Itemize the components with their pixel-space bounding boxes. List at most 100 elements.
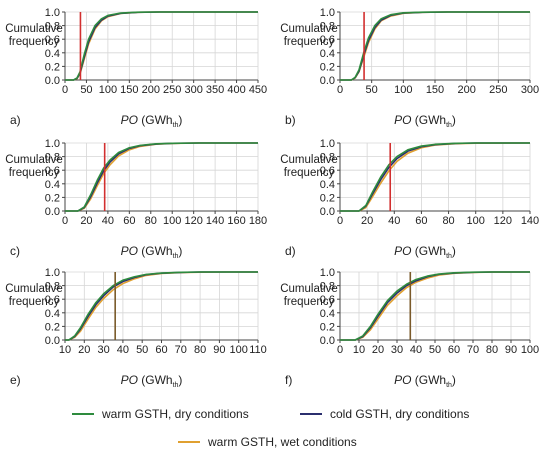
x-tick-label: 250 bbox=[489, 84, 507, 96]
x-tick-label: 60 bbox=[123, 215, 135, 227]
y-tick-label: 0.0 bbox=[320, 206, 335, 218]
y-tick-label: 0.4 bbox=[45, 308, 60, 320]
x-tick-label: 0 bbox=[337, 215, 343, 227]
x-tick-label: 50 bbox=[366, 84, 378, 96]
y-tick-label: 0.8 bbox=[320, 152, 335, 164]
x-axis-label-unit: (GWh bbox=[415, 113, 446, 127]
x-axis-label-close: ) bbox=[178, 113, 182, 127]
x-axis-label-var: PO bbox=[121, 244, 142, 258]
series-line-warm-dry bbox=[340, 142, 530, 212]
x-axis-label-close: ) bbox=[452, 244, 456, 258]
y-axis-label: Cumulative frequency bbox=[5, 154, 63, 179]
legend-item-cold-dry: cold GSTH, dry conditions bbox=[300, 406, 469, 422]
x-tick-label: 120 bbox=[184, 215, 202, 227]
legend-label-warm-wet: warm GSTH, wet conditions bbox=[208, 435, 357, 449]
x-axis-label-subscript: th bbox=[446, 122, 452, 129]
x-axis-label: PO (GWhth) bbox=[394, 113, 456, 129]
x-axis-label-subscript: th bbox=[173, 382, 179, 389]
chart-panel-0: 0 50 100 150 200 250 300 350 400 450 0.0 0.20.4 0.60… bbox=[5, 7, 267, 129]
x-tick-label: 90 bbox=[505, 344, 517, 356]
x-tick-label: 60 bbox=[415, 215, 427, 227]
y-tick-label: 1.0 bbox=[320, 267, 335, 279]
x-axis-label-unit: (GWh bbox=[415, 244, 446, 258]
y-axis-label-line: Cumulative bbox=[5, 283, 63, 295]
y-axis-label: Cumulative frequency bbox=[280, 283, 338, 308]
x-tick-label: 20 bbox=[80, 215, 92, 227]
y-tick-label: 0.0 bbox=[45, 335, 60, 347]
legend-label-cold-dry: cold GSTH, dry conditions bbox=[330, 407, 470, 421]
x-axis-label-close: ) bbox=[452, 113, 456, 127]
y-tick-label: 0.8 bbox=[320, 21, 335, 33]
y-tick-label: 0.4 bbox=[320, 308, 335, 320]
y-tick-label: 0.4 bbox=[45, 48, 60, 60]
y-tick-label: 0.6 bbox=[45, 34, 60, 46]
x-axis-label-unit: (GWh bbox=[415, 373, 446, 387]
panel-label: e) bbox=[10, 373, 21, 387]
panel-label: d) bbox=[285, 244, 296, 258]
x-axis-label: PO (GWhth) bbox=[394, 373, 456, 389]
series-line-warm-dry bbox=[65, 142, 258, 212]
chart-panel-2: 0 20 40 60 80 100 120 140 160 180 0.0 0.20.4 0.60.8 1… bbox=[5, 138, 267, 260]
x-tick-label: 0 bbox=[337, 344, 343, 356]
x-tick-label: 250 bbox=[163, 84, 181, 96]
y-axis-label-line: Cumulative bbox=[280, 23, 338, 35]
x-tick-label: 120 bbox=[494, 215, 512, 227]
y-axis-label-line: frequency bbox=[9, 296, 60, 308]
x-axis-label-subscript: th bbox=[446, 382, 452, 389]
y-tick-label: 0.2 bbox=[45, 192, 60, 204]
series-line-cold-dry bbox=[65, 142, 258, 212]
y-tick-label: 0.2 bbox=[320, 61, 335, 73]
y-tick-label: 0.8 bbox=[320, 281, 335, 293]
x-axis-label-close: ) bbox=[178, 244, 182, 258]
y-axis-label: Cumulative frequency bbox=[280, 23, 338, 48]
x-tick-label: 100 bbox=[163, 215, 181, 227]
x-tick-label: 0 bbox=[337, 84, 343, 96]
x-tick-label: 100 bbox=[467, 215, 485, 227]
y-axis-label-line: frequency bbox=[284, 296, 335, 308]
y-tick-label: 0.8 bbox=[45, 21, 60, 33]
panel-label: a) bbox=[10, 113, 21, 127]
y-axis-label-line: Cumulative bbox=[280, 283, 338, 295]
y-tick-label: 1.0 bbox=[320, 7, 335, 19]
panel-label: c) bbox=[10, 244, 20, 258]
y-tick-label: 1.0 bbox=[45, 7, 60, 19]
x-tick-label: 200 bbox=[457, 84, 475, 96]
x-tick-label: 100 bbox=[99, 84, 117, 96]
series-line-warm-wet bbox=[65, 11, 258, 81]
x-tick-label: 50 bbox=[136, 344, 148, 356]
x-tick-label: 20 bbox=[78, 344, 90, 356]
legend-swatch-warm-dry bbox=[72, 413, 94, 415]
chart-panel-5: 0 10 20 30 40 50 60 70 80 90 100 0.0 0.20.4 0.60.8 1.0… bbox=[280, 267, 539, 389]
y-tick-label: 0.2 bbox=[320, 192, 335, 204]
x-axis-label-subscript: th bbox=[446, 253, 452, 260]
x-axis-label-var: PO bbox=[394, 244, 415, 258]
legend-item-warm-wet: warm GSTH, wet conditions bbox=[178, 434, 357, 450]
x-tick-label: 40 bbox=[410, 344, 422, 356]
y-tick-label: 0.8 bbox=[45, 152, 60, 164]
x-axis-label-close: ) bbox=[452, 373, 456, 387]
x-tick-label: 350 bbox=[206, 84, 224, 96]
x-tick-label: 60 bbox=[155, 344, 167, 356]
x-tick-label: 40 bbox=[388, 215, 400, 227]
x-tick-label: 70 bbox=[175, 344, 187, 356]
legend-label-warm-dry: warm GSTH, dry conditions bbox=[102, 407, 249, 421]
y-tick-label: 0.6 bbox=[45, 165, 60, 177]
y-tick-label: 0.6 bbox=[45, 294, 60, 306]
series-line-warm-wet bbox=[65, 142, 258, 212]
series-line-cold-dry bbox=[65, 11, 258, 81]
x-tick-label: 180 bbox=[249, 215, 267, 227]
x-axis-label: PO (GWhth) bbox=[394, 244, 456, 260]
x-tick-label: 80 bbox=[194, 344, 206, 356]
x-tick-label: 70 bbox=[467, 344, 479, 356]
chart-panel-4: 10 20 30 40 50 60 70 80 90 100 110 0.0 0.20.4 0.60.8 1… bbox=[5, 267, 267, 389]
x-axis-label-subscript: th bbox=[173, 122, 179, 129]
y-tick-label: 0.8 bbox=[45, 281, 60, 293]
x-tick-label: 110 bbox=[249, 344, 267, 356]
y-tick-label: 0.4 bbox=[45, 179, 60, 191]
x-tick-label: 50 bbox=[429, 344, 441, 356]
legend-swatch-cold-dry bbox=[300, 413, 322, 415]
x-tick-label: 10 bbox=[353, 344, 365, 356]
y-tick-label: 0.2 bbox=[45, 61, 60, 73]
x-tick-label: 300 bbox=[521, 84, 539, 96]
